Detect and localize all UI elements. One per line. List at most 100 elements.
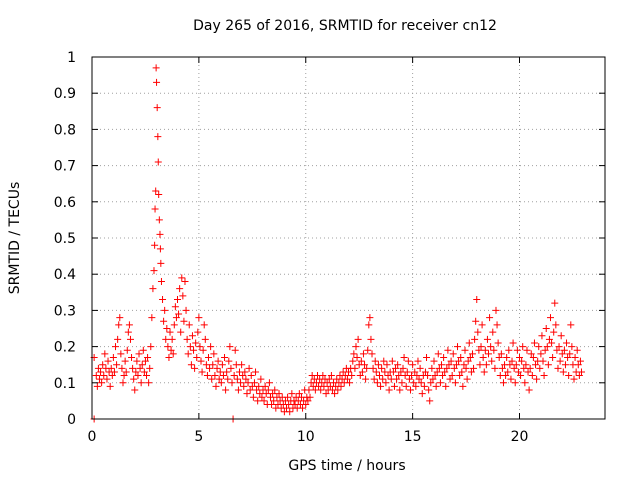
data-point: [234, 386, 242, 394]
data-point: [107, 364, 115, 372]
data-point: [147, 343, 155, 351]
data-point: [115, 321, 123, 329]
data-point: [473, 296, 481, 304]
data-point: [100, 372, 108, 380]
data-point: [465, 339, 473, 347]
data-point: [463, 375, 471, 383]
data-point: [437, 361, 445, 369]
data-point: [198, 368, 206, 376]
data-point: [396, 386, 404, 394]
data-point: [551, 299, 559, 307]
data-point: [176, 285, 184, 293]
data-point: [526, 364, 534, 372]
data-point: [410, 379, 418, 387]
data-point: [261, 382, 269, 390]
data-point: [345, 368, 352, 376]
data-point: [348, 372, 356, 380]
data-point: [399, 364, 407, 372]
data-point: [529, 353, 537, 361]
data-point: [225, 357, 233, 365]
data-point: [383, 361, 391, 369]
data-point: [395, 372, 403, 380]
data-point: [568, 343, 576, 351]
data-point: [202, 361, 210, 369]
data-point: [460, 361, 468, 369]
data-point: [466, 353, 474, 361]
data-point: [257, 375, 265, 383]
data-point: [151, 205, 159, 213]
data-point: [144, 353, 152, 361]
data-point: [145, 379, 153, 387]
data-point: [485, 350, 493, 358]
data-point: [441, 368, 449, 376]
data-point: [560, 346, 568, 354]
data-point: [405, 375, 413, 383]
data-point: [362, 375, 370, 383]
data-point: [93, 382, 101, 390]
data-point: [169, 350, 177, 358]
data-point: [352, 343, 360, 351]
data-point: [285, 401, 293, 409]
data-point: [213, 364, 221, 372]
data-point: [430, 357, 438, 365]
data-point: [334, 386, 342, 394]
data-point: [195, 314, 203, 322]
data-point: [365, 321, 373, 329]
data-point: [212, 382, 220, 390]
data-point: [467, 368, 475, 376]
data-point: [509, 339, 517, 347]
data-point: [542, 325, 550, 332]
data-point: [155, 216, 163, 224]
data-point: [258, 393, 266, 401]
data-point: [94, 364, 102, 372]
data-point: [165, 353, 173, 361]
data-point: [555, 343, 563, 351]
data-point: [196, 343, 204, 351]
data-point: [112, 343, 120, 351]
data-point: [159, 296, 167, 304]
data-point: [186, 343, 194, 351]
data-point: [217, 379, 225, 387]
data-point: [556, 357, 564, 365]
data-point: [121, 357, 129, 365]
data-point: [454, 343, 462, 351]
x-tick-labels: 0 5 10 15 20: [88, 429, 529, 445]
data-point: [502, 372, 510, 380]
data-point: [317, 386, 325, 394]
data-point: [380, 357, 388, 365]
data-point: [150, 267, 158, 275]
data-point: [260, 397, 268, 405]
data-point: [163, 325, 171, 332]
data-point: [492, 306, 500, 314]
y-tick-labels: 0 0.1 0.2 0.3 0.4 0.5 0.6 0.7 0.8 0.9 1: [54, 50, 76, 428]
data-point: [92, 372, 100, 380]
data-point: [181, 277, 189, 285]
data-point: [371, 357, 379, 365]
data-point: [491, 364, 499, 372]
y-tick-label: 0.4: [54, 267, 76, 283]
data-point: [250, 379, 258, 387]
x-tick-label: 20: [511, 429, 529, 445]
y-tick-label: 0.7: [54, 159, 76, 175]
data-point: [233, 375, 241, 383]
data-point: [269, 390, 277, 398]
data-point: [221, 353, 229, 361]
data-point: [157, 259, 165, 267]
data-point: [401, 372, 409, 380]
data-point: [248, 382, 256, 390]
data-point: [255, 382, 263, 390]
data-point: [519, 343, 527, 351]
data-point: [574, 361, 582, 369]
data-point: [452, 361, 460, 369]
data-point: [573, 346, 581, 354]
data-point: [428, 364, 436, 372]
data-point: [299, 404, 307, 412]
data-point: [356, 372, 364, 380]
data-point: [149, 285, 157, 293]
data-point: [120, 372, 128, 380]
data-point: [148, 314, 156, 322]
data-point: [479, 353, 487, 361]
y-tick-label: 0.6: [54, 195, 76, 211]
data-point: [140, 368, 148, 376]
